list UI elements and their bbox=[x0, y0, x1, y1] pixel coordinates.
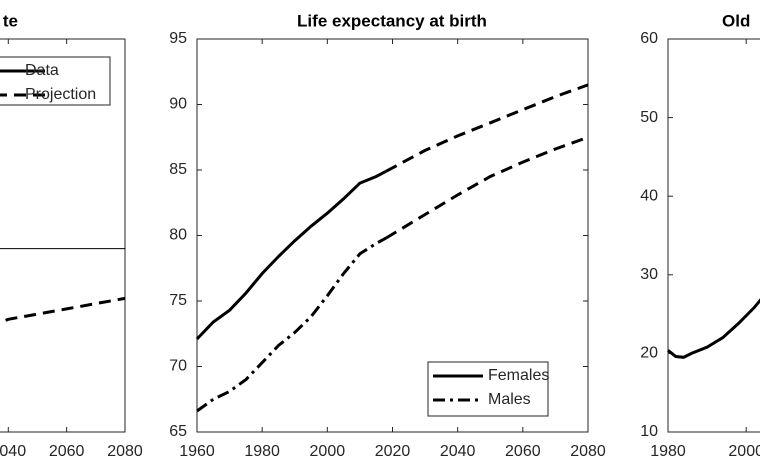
x-tick-label: 2060 bbox=[49, 443, 85, 460]
y-tick-label: 80 bbox=[169, 227, 187, 244]
x-tick-label: 2080 bbox=[107, 443, 143, 460]
legend-label: Males bbox=[488, 391, 531, 408]
x-tick-label: 2080 bbox=[570, 443, 606, 460]
series-line bbox=[385, 83, 589, 173]
y-tick-label: 65 bbox=[169, 423, 187, 440]
x-tick-label: 2060 bbox=[505, 443, 541, 460]
x-tick-label: 2020 bbox=[375, 443, 411, 460]
series-line bbox=[196, 236, 387, 413]
y-tick-label: 30 bbox=[640, 266, 658, 283]
series-line bbox=[195, 169, 387, 341]
y-tick-label: 10 bbox=[640, 423, 658, 440]
y-tick-label: 60 bbox=[640, 30, 658, 47]
chart-title: Life expectancy at birth bbox=[297, 11, 487, 30]
y-tick-label: 95 bbox=[169, 30, 187, 47]
legend-label: Females bbox=[488, 367, 549, 384]
legend-box bbox=[427, 361, 549, 417]
x-tick-label: 1960 bbox=[179, 443, 215, 460]
chart-title: Old bbox=[722, 11, 750, 30]
x-tick-label: 2000 bbox=[728, 443, 760, 460]
y-tick-label: 70 bbox=[169, 358, 187, 375]
chart-title: te bbox=[3, 11, 18, 30]
axes-box bbox=[667, 38, 760, 433]
x-tick-label: 1980 bbox=[650, 443, 686, 460]
legend-label: Data bbox=[25, 62, 59, 79]
x-tick-label: 1980 bbox=[244, 443, 280, 460]
series-line bbox=[667, 298, 760, 359]
series-line bbox=[385, 135, 589, 240]
x-tick-label: 2040 bbox=[440, 443, 476, 460]
legend-box bbox=[0, 56, 111, 106]
axes-box bbox=[0, 38, 126, 433]
y-tick-label: 40 bbox=[640, 187, 658, 204]
series-line bbox=[0, 296, 126, 325]
y-tick-label: 50 bbox=[640, 109, 658, 126]
y-tick-label: 90 bbox=[169, 96, 187, 113]
legend-label: Projection bbox=[25, 86, 96, 103]
x-tick-label: 2000 bbox=[310, 443, 346, 460]
y-tick-label: 20 bbox=[640, 345, 658, 362]
y-tick-label: 85 bbox=[169, 161, 187, 178]
x-tick-label: 2040 bbox=[0, 443, 26, 460]
y-tick-label: 75 bbox=[169, 292, 187, 309]
